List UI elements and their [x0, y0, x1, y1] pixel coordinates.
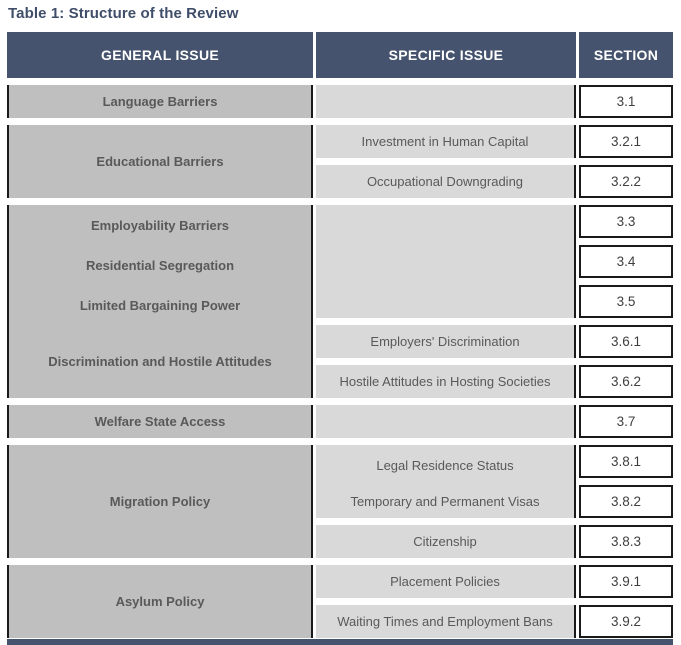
- section-cell: 3.5: [579, 285, 673, 318]
- general-issue-label-limited-bargaining-power: Limited Bargaining Power: [79, 297, 241, 313]
- specific-issue-cell-employers-discrimination: Employers' Discrimination: [316, 325, 576, 358]
- header-general-issue: GENERAL ISSUE: [7, 32, 313, 78]
- general-issue-cell-group-block: Employability Barriers Residential Segre…: [7, 205, 313, 398]
- specific-issue-label-legal-residence-status: Legal Residence Status: [376, 457, 514, 473]
- general-issue-cell-asylum-policy: Asylum Policy: [7, 565, 313, 638]
- section-cell: 3.9.2: [579, 605, 673, 638]
- specific-issue-label-temporary-permanent-visas: Temporary and Permanent Visas: [350, 494, 540, 509]
- section-cell: 3.8.2: [579, 485, 673, 518]
- section-cell: 3.8.3: [579, 525, 673, 558]
- section-cell: 3.3: [579, 205, 673, 238]
- general-issue-cell-migration-policy: Migration Policy: [7, 445, 313, 558]
- specific-issue-cell-placement-policies: Placement Policies: [316, 565, 576, 598]
- specific-issue-cell-empty-3-1: [316, 85, 576, 118]
- specific-issue-cell-residence-visas-block: Legal Residence Status Temporary and Per…: [316, 445, 576, 518]
- general-issue-cell-language-barriers: Language Barriers: [7, 85, 313, 118]
- specific-issue-cell-occupational-downgrading: Occupational Downgrading: [316, 165, 576, 198]
- section-cell: 3.2.2: [579, 165, 673, 198]
- header-section: SECTION: [579, 32, 673, 78]
- section-cell: 3.6.2: [579, 365, 673, 398]
- specific-issue-cell-investment-human-capital: Investment in Human Capital: [316, 125, 576, 158]
- general-issue-label-employability-barriers: Employability Barriers: [91, 217, 229, 233]
- header-specific-issue: SPECIFIC ISSUE: [316, 32, 576, 78]
- review-structure-table: GENERAL ISSUE SPECIFIC ISSUE SECTION Lan…: [7, 32, 673, 645]
- section-cell: 3.9.1: [579, 565, 673, 598]
- specific-issue-cell-waiting-times-employment-bans: Waiting Times and Employment Bans: [316, 605, 576, 638]
- section-cell: 3.1: [579, 85, 673, 118]
- table-body: Language Barriers Educational Barriers E…: [7, 85, 673, 638]
- specific-issue-cell-empty-3-7: [316, 405, 576, 438]
- general-issue-cell-educational-barriers: Educational Barriers: [7, 125, 313, 198]
- table-header-row: GENERAL ISSUE SPECIFIC ISSUE SECTION: [7, 32, 673, 78]
- general-issue-label-discrimination-hostile-attitudes: Discrimination and Hostile Attitudes: [48, 354, 272, 369]
- general-issue-cell-welfare-state-access: Welfare State Access: [7, 405, 313, 438]
- section-cell: 3.7: [579, 405, 673, 438]
- specific-issue-cell-hostile-attitudes-hosting-societies: Hostile Attitudes in Hosting Societies: [316, 365, 576, 398]
- section-cell: 3.6.1: [579, 325, 673, 358]
- section-cell: 3.8.1: [579, 445, 673, 478]
- table-title: Table 1: Structure of the Review: [8, 5, 239, 22]
- section-cell: 3.2.1: [579, 125, 673, 158]
- specific-issue-cell-citizenship: Citizenship: [316, 525, 576, 558]
- general-issue-label-residential-segregation: Residential Segregation: [85, 257, 235, 273]
- specific-issue-cell-empty-3-3-to-3-5: [316, 205, 576, 318]
- table-bottom-bar: [7, 639, 673, 645]
- section-cell: 3.4: [579, 245, 673, 278]
